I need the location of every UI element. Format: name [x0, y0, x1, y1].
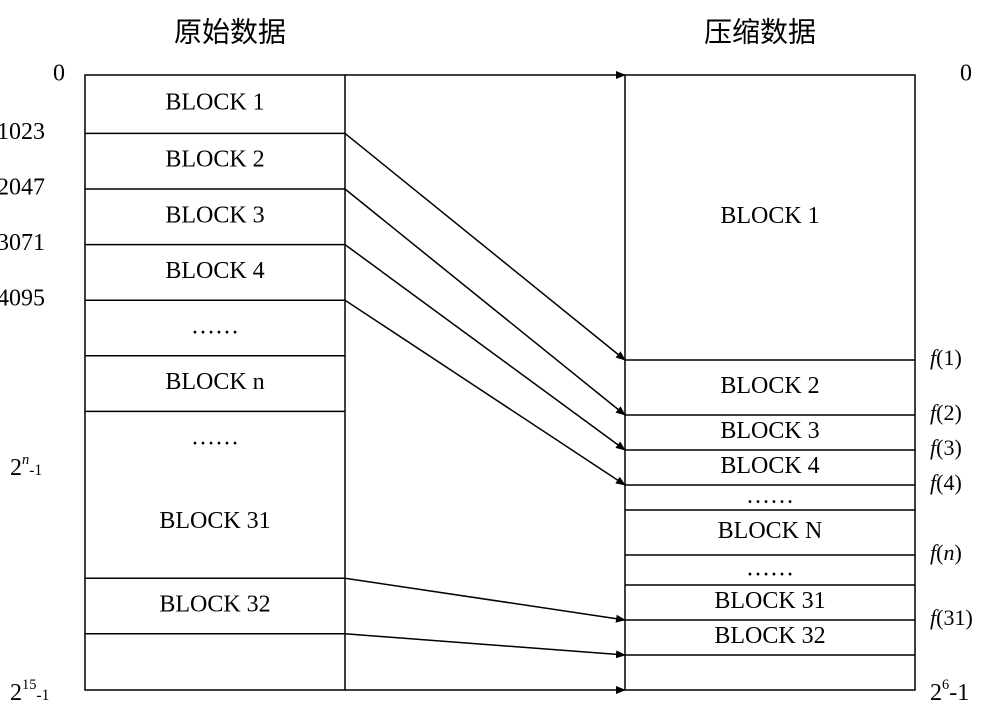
right-block-label: BLOCK N: [718, 518, 823, 544]
right-block-label: BLOCK 4: [720, 453, 819, 479]
left-block-label: BLOCK 31: [159, 508, 270, 534]
left-block-label: ……: [191, 314, 239, 340]
mapping-arrow: [345, 245, 625, 450]
left-block-label: BLOCK 4: [165, 258, 264, 284]
mapping-arrow: [345, 578, 625, 620]
right-block-label: ……: [746, 556, 794, 582]
mapping-arrow: [345, 300, 625, 485]
left-block-label: BLOCK n: [165, 369, 264, 395]
right-index-label: 0: [960, 61, 972, 87]
f-label: f(31): [930, 605, 973, 630]
mapping-diagram: 原始数据 压缩数据 BLOCK 1 BLOCK 2 BLOCK 3 BLOCK 4 …… BL…: [0, 0, 1000, 712]
right-block-label: BLOCK 31: [714, 588, 825, 614]
right-block-label: BLOCK 3: [720, 418, 819, 444]
left-block-label: BLOCK 32: [159, 592, 270, 618]
f-label: f(4): [930, 470, 962, 495]
mapping-arrow: [345, 133, 625, 360]
right-block-label: BLOCK 32: [714, 623, 825, 649]
left-block-label: ……: [191, 425, 239, 451]
left-block-label: BLOCK 3: [165, 202, 264, 228]
left-block-label: BLOCK 1: [165, 90, 264, 116]
left-two-n-minus-1: 2n-1: [10, 452, 42, 481]
right-block-label: BLOCK 2: [720, 373, 819, 399]
f-label: f(3): [930, 435, 962, 460]
f-label: f(n): [930, 540, 962, 565]
mapping-arrow: [345, 189, 625, 415]
mapping-arrow: [345, 634, 625, 655]
right-two-6-minus-1: 26-1: [930, 677, 969, 706]
left-index-label: 1023: [0, 119, 45, 145]
left-header: 原始数据: [174, 16, 286, 48]
right-block-label: BLOCK 1: [720, 203, 819, 229]
f-label: f(1): [930, 345, 962, 370]
right-block-label: ……: [746, 483, 794, 509]
f-label: f(2): [930, 400, 962, 425]
right-header: 压缩数据: [704, 16, 816, 48]
left-index-label: 3071: [0, 230, 45, 256]
left-block-label: BLOCK 2: [165, 147, 264, 173]
left-index-label: 4095: [0, 286, 45, 312]
left-two-15-minus-1: 215-1: [10, 677, 49, 706]
left-index-label: 2047: [0, 175, 45, 201]
left-index-label: 0: [53, 61, 65, 87]
